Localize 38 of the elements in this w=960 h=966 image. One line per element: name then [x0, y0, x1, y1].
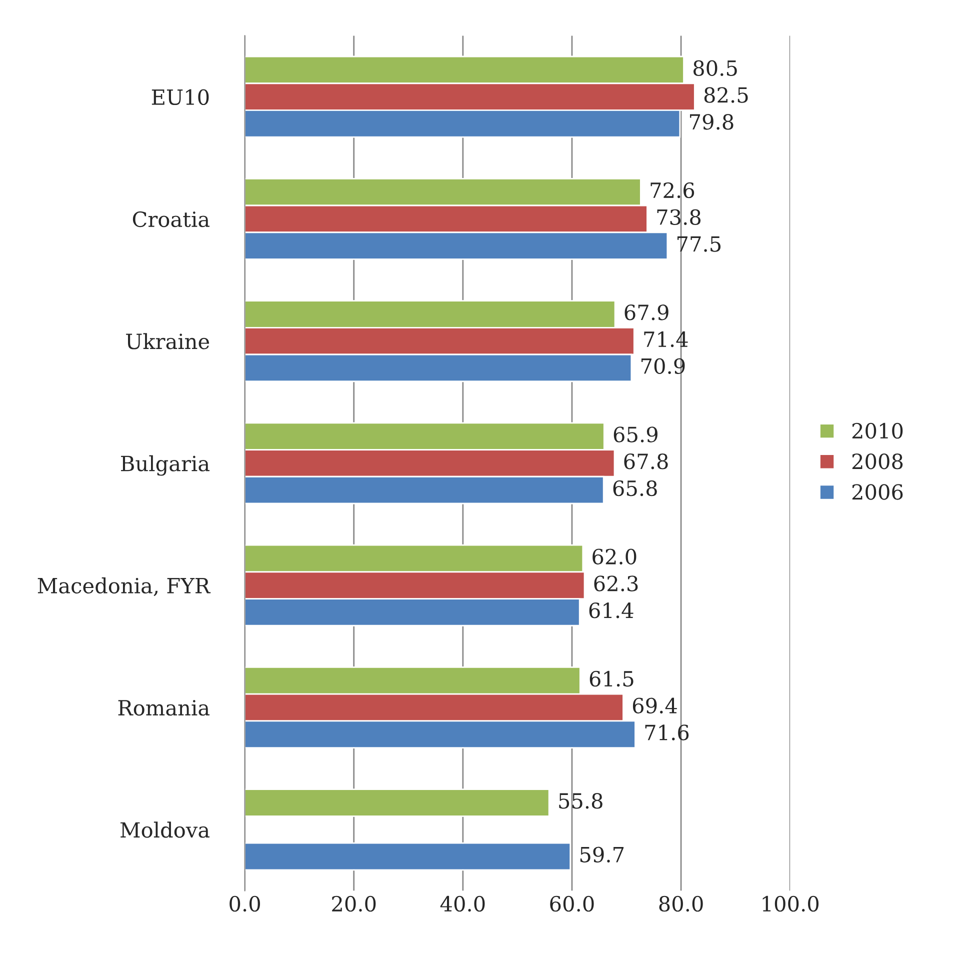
x-tick-label: 60.0 [550, 896, 594, 912]
data-label: 71.6 [645, 724, 689, 740]
bar [244, 788, 550, 817]
legend-label: 2006 [852, 484, 903, 500]
data-label: 65.9 [614, 426, 658, 442]
data-label: 70.9 [641, 358, 685, 374]
data-label: 72.6 [650, 182, 694, 198]
x-tick-label: 40.0 [440, 896, 485, 912]
data-label: 61.4 [589, 602, 634, 618]
data-label: 62.0 [592, 548, 636, 565]
data-label: 80.5 [693, 60, 737, 76]
data-label: 82.5 [704, 87, 748, 103]
legend-label: 2010 [852, 422, 903, 439]
data-label: 61.5 [590, 670, 634, 687]
data-label: 71.4 [644, 331, 688, 348]
data-label: 77.5 [677, 236, 721, 252]
data-label: 79.8 [690, 114, 734, 130]
y-tick-label: Romania [118, 700, 210, 716]
data-label: 65.8 [613, 480, 657, 496]
data-label: 67.9 [624, 304, 668, 320]
y-tick-label: Ukraine [126, 333, 210, 350]
data-label: 55.8 [559, 793, 602, 809]
y-tick-label: Croatia [132, 211, 210, 228]
data-label: 69.4 [632, 698, 677, 714]
x-tick-label: 20.0 [332, 896, 376, 912]
data-label: 73.8 [657, 209, 701, 225]
x-tick-label: 0.0 [230, 896, 260, 912]
x-tick-label: 80.0 [659, 896, 703, 912]
data-label: 59.7 [580, 846, 624, 862]
data-label: 67.8 [624, 453, 668, 470]
bar [244, 842, 572, 871]
data-label: 62.3 [594, 576, 638, 592]
y-tick-label: Macedonia, FYR [38, 577, 211, 596]
y-tick-label: Moldova [120, 822, 210, 838]
y-tick-label: Bulgaria [121, 455, 210, 476]
legend-label: 2008 [852, 453, 903, 470]
y-tick-label: EU10 [152, 89, 209, 106]
x-tick-label: 100.0 [762, 896, 819, 912]
